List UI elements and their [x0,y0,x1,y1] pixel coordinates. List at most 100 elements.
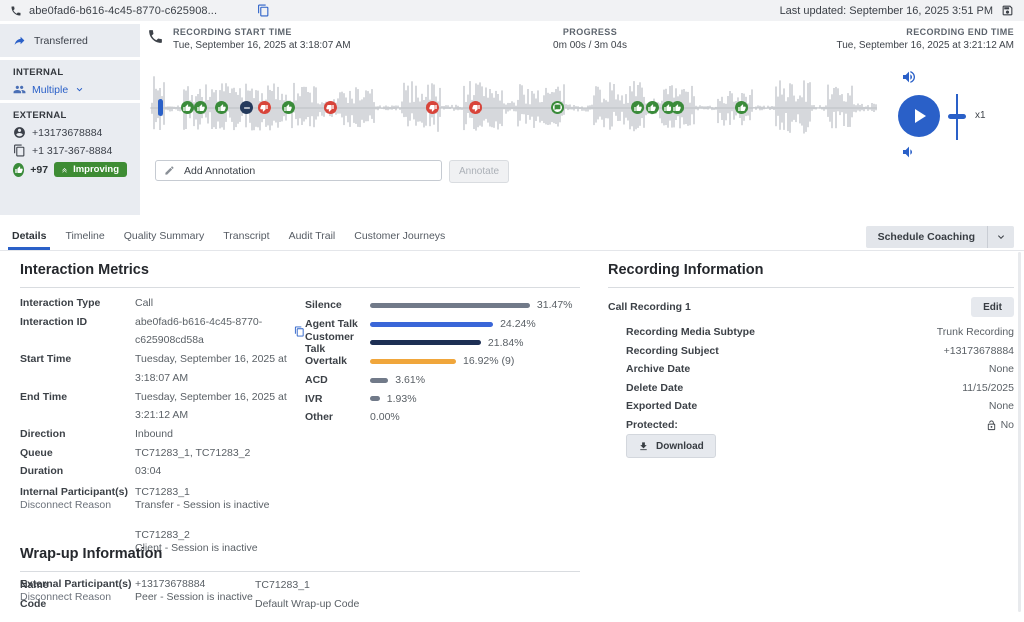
sentiment-row: +97 Improving [13,162,127,177]
speed-label: x1 [975,110,986,121]
external-number-2: +1 317-367-8884 [32,144,113,157]
sentiment-positive-marker[interactable] [670,101,684,114]
interaction-id-full: abe0fad6-b616-4c45-8770-c625908cd58a [135,315,263,347]
download-icon [638,441,649,452]
sentiment-positive-marker[interactable] [281,101,295,114]
metric-bar-row: IVR 1.93% [305,392,417,405]
tabs-row: Details Timeline Quality Summary Transcr… [0,222,1024,251]
interaction-metrics-title: Interaction Metrics [20,262,580,288]
internal-participants-row: Internal Participant(s) Disconnect Reaso… [20,486,270,554]
sentiment-positive-marker[interactable] [645,101,659,114]
annotation-marker[interactable] [551,101,565,114]
tab-transcript[interactable]: Transcript [223,230,270,242]
edit-button[interactable]: Edit [971,297,1014,317]
transfer-arrow-icon [13,34,26,47]
wrapup-fields: Name TC71283_1 Code Default Wrap-up Code [20,576,580,613]
kv-row: End Time Tuesday, September 16, 2025 at 3… [20,390,287,422]
trend-up-icon [62,168,67,173]
rec-field: Exported Date None [626,400,1014,413]
metric-bar-row: ACD 3.61% [305,374,426,387]
download-button[interactable]: Download [626,434,716,458]
sentiment-positive-icon [13,162,25,177]
sentiment-negative-marker[interactable] [323,101,337,114]
metric-bar-row: Agent Talk 24.24% [305,318,536,331]
rec-field: Delete Date 11/15/2025 [626,381,1014,394]
rec-field-protected: Protected: No [626,418,1014,431]
tab-details[interactable]: Details [8,222,51,250]
chevron-down-icon [74,84,85,95]
rec-field: Recording Subject +13173678884 [626,344,1014,357]
rec-field: Archive Date None [626,363,1014,376]
wrapup-title: Wrap-up Information [20,546,580,572]
tab-customer-journeys[interactable]: Customer Journeys [354,230,446,242]
scrollbar[interactable] [1018,252,1021,612]
schedule-coaching-button[interactable]: Schedule Coaching [877,231,975,243]
kv-row: Interaction ID abe0fad6-b616-4c45-8770-c… [20,313,305,350]
speed-slider-handle[interactable] [948,114,966,119]
metric-bar-row: Other 0.00% [305,411,400,424]
external-participants-row: External Participant(s) Disconnect Reaso… [20,578,253,603]
pause-marker[interactable] [240,101,254,114]
volume-up-icon[interactable] [901,69,917,85]
interaction-metrics-fields: Interaction Type Call Interaction ID abe0… [20,294,305,622]
group-icon [13,83,26,96]
tab-quality-summary[interactable]: Quality Summary [123,230,205,242]
internal-participants-dropdown[interactable]: Multiple [13,83,127,96]
recording-information-title: Recording Information [608,262,1014,288]
internal-value: Multiple [32,83,69,96]
save-icon[interactable] [1001,4,1014,17]
metric-bar [370,340,481,346]
interaction-id-short: abe0fad6-b616-4c45-8770-c625908... [29,4,218,17]
interaction-metrics-bars: Silence 31.47% Agent Talk 24.24% Customer … [305,296,585,427]
sentiment-negative-marker[interactable] [257,101,271,114]
internal-label: INTERNAL [13,67,64,78]
copy-interaction-id-icon[interactable] [294,326,305,337]
participant-entry: +13173678884 Peer - Session is inactive [135,578,253,603]
kv-row: Interaction Type Call [20,297,154,309]
contact-icon [13,126,26,139]
kv-row: Code Default Wrap-up Code [20,597,360,610]
recording-end-block: RECORDING END TIME Tue, September 16, 20… [836,27,1014,51]
external-label: EXTERNAL [13,110,67,121]
tab-audit-trail[interactable]: Audit Trail [288,230,336,242]
metric-bar-row: Overtalk 16.92% (9) [305,355,515,368]
play-button[interactable] [898,95,940,137]
recording-start-block: RECORDING START TIME Tue, September 16, … [173,27,351,51]
external-contact-secondary: +1 317-367-8884 [13,144,127,157]
sentiment-score: +97 [30,163,49,176]
waveform[interactable] [150,68,877,152]
copies-icon [13,144,26,157]
playhead[interactable] [157,99,163,116]
kv-row: Queue TC71283_1, TC71283_2 [20,446,251,459]
sentiment-positive-marker[interactable] [180,101,194,114]
metric-bar [370,321,494,327]
rec-field: Recording Media Subtype Trunk Recording [626,326,1014,338]
sentiment-trend-badge: Improving [54,162,127,177]
tab-timeline[interactable]: Timeline [65,230,105,242]
sentiment-negative-marker[interactable] [426,101,440,114]
external-number-1: +13173678884 [32,126,103,139]
external-contact-primary: +13173678884 [13,126,127,139]
handset-icon [147,28,164,45]
sentiment-positive-marker[interactable] [215,101,229,114]
internal-panel: INTERNAL Multiple [0,60,140,100]
volume-down-icon[interactable] [901,144,917,160]
copy-id-icon[interactable] [257,4,270,17]
kv-row: Name TC71283_1 [20,579,310,591]
call-recording-header: Call Recording 1 Edit [608,297,1014,317]
annotate-button[interactable]: Annotate [449,160,510,183]
metric-bar [370,302,530,308]
phone-icon [10,5,22,17]
sentiment-positive-marker[interactable] [194,101,208,114]
sentiment-negative-marker[interactable] [469,101,483,114]
sentiment-positive-marker[interactable] [631,101,645,114]
sentiment-positive-marker[interactable] [735,101,749,114]
metric-bar-row: Customer Talk 21.84% [305,330,524,355]
annotation-input[interactable] [182,163,433,178]
participant-entry: TC71283_1 Transfer - Session is inactive [135,486,270,511]
play-icon [915,109,926,123]
kv-row: Duration 03:04 [20,465,162,478]
schedule-coaching-caret[interactable] [987,226,1014,248]
pencil-icon [164,165,175,176]
top-bar: abe0fad6-b616-4c45-8770-c625908... Last … [0,0,1024,21]
